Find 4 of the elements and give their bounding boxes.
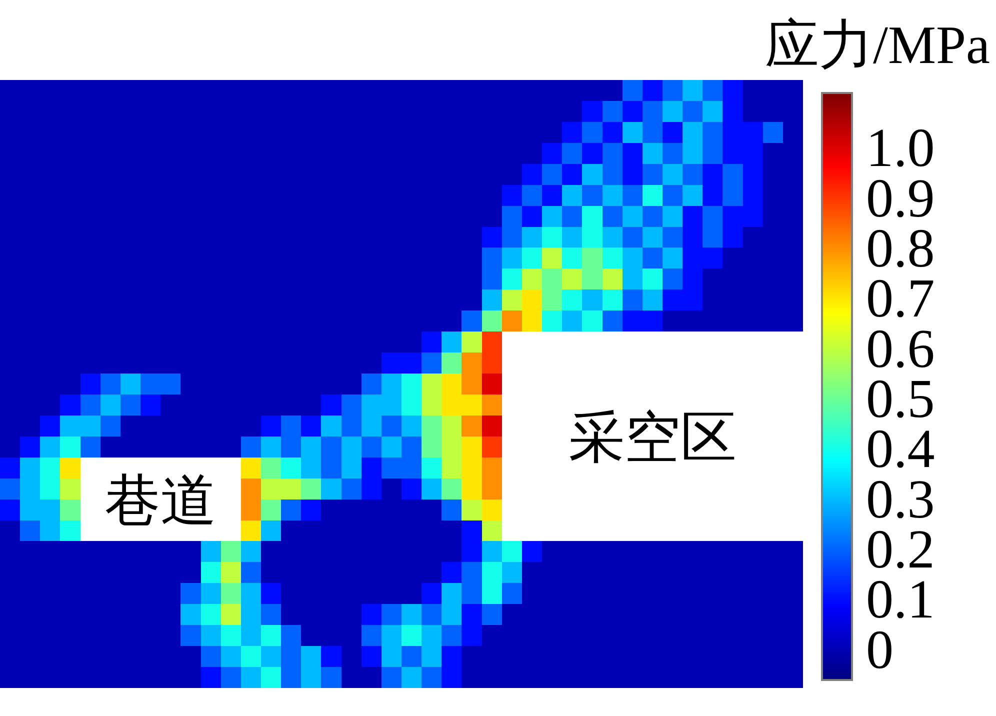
colorbar: 0 0.1 0.2 0.3 0.4 0.5 0.6 0.7 0.8 0.9 1.0: [821, 92, 935, 681]
annotation: 巷道: [104, 470, 217, 532]
color-bar-title: 应力/MPa: [764, 15, 990, 75]
annotation: 采空区: [568, 408, 736, 470]
